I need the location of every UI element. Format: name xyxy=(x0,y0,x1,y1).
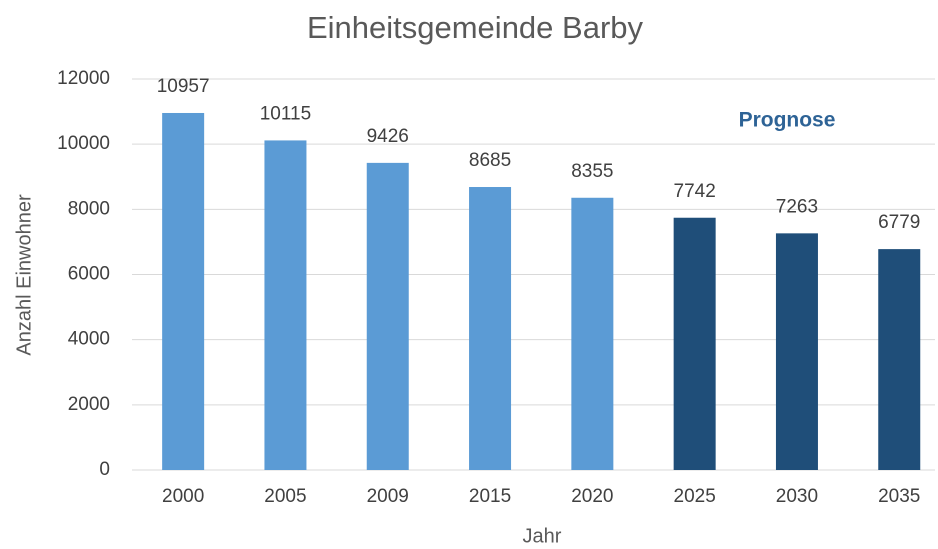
y-tick-label: 4000 xyxy=(68,329,110,350)
value-label: 10957 xyxy=(157,76,210,97)
bar xyxy=(162,112,205,471)
value-label: 9426 xyxy=(367,126,409,147)
x-tick-label: 2000 xyxy=(162,486,204,507)
value-label: 7742 xyxy=(674,181,716,202)
y-tick-label: 8000 xyxy=(68,198,110,219)
bar xyxy=(673,217,716,470)
x-tick-label: 2015 xyxy=(469,486,511,507)
x-tick-label: 2005 xyxy=(264,486,306,507)
y-tick-label: 6000 xyxy=(68,264,110,285)
value-label: 7263 xyxy=(776,196,818,217)
x-tick-label: 2020 xyxy=(571,486,613,507)
bar xyxy=(878,249,921,470)
x-tick-label: 2030 xyxy=(776,486,818,507)
value-label: 8355 xyxy=(571,161,613,182)
x-axis-label: Jahr xyxy=(523,525,562,547)
value-label: 6779 xyxy=(878,212,920,233)
bar xyxy=(775,233,818,470)
x-tick-label: 2009 xyxy=(367,486,409,507)
y-tick-label: 12000 xyxy=(57,68,110,89)
bar xyxy=(366,162,409,470)
value-label: 10115 xyxy=(260,103,311,124)
y-tick-label: 0 xyxy=(99,459,110,480)
x-tick-label: 2035 xyxy=(878,486,920,507)
y-tick-label: 2000 xyxy=(68,394,110,415)
value-label: 8685 xyxy=(469,150,511,171)
x-tick-label: 2025 xyxy=(674,486,716,507)
annotation: Prognose xyxy=(739,109,836,132)
y-tick-label: 10000 xyxy=(57,133,110,154)
y-axis-label: Anzahl Einwohner xyxy=(13,194,35,356)
bar xyxy=(264,140,307,470)
bar xyxy=(571,197,614,471)
chart-title: Einheitsgemeinde Barby xyxy=(307,10,644,45)
bar xyxy=(469,187,512,471)
